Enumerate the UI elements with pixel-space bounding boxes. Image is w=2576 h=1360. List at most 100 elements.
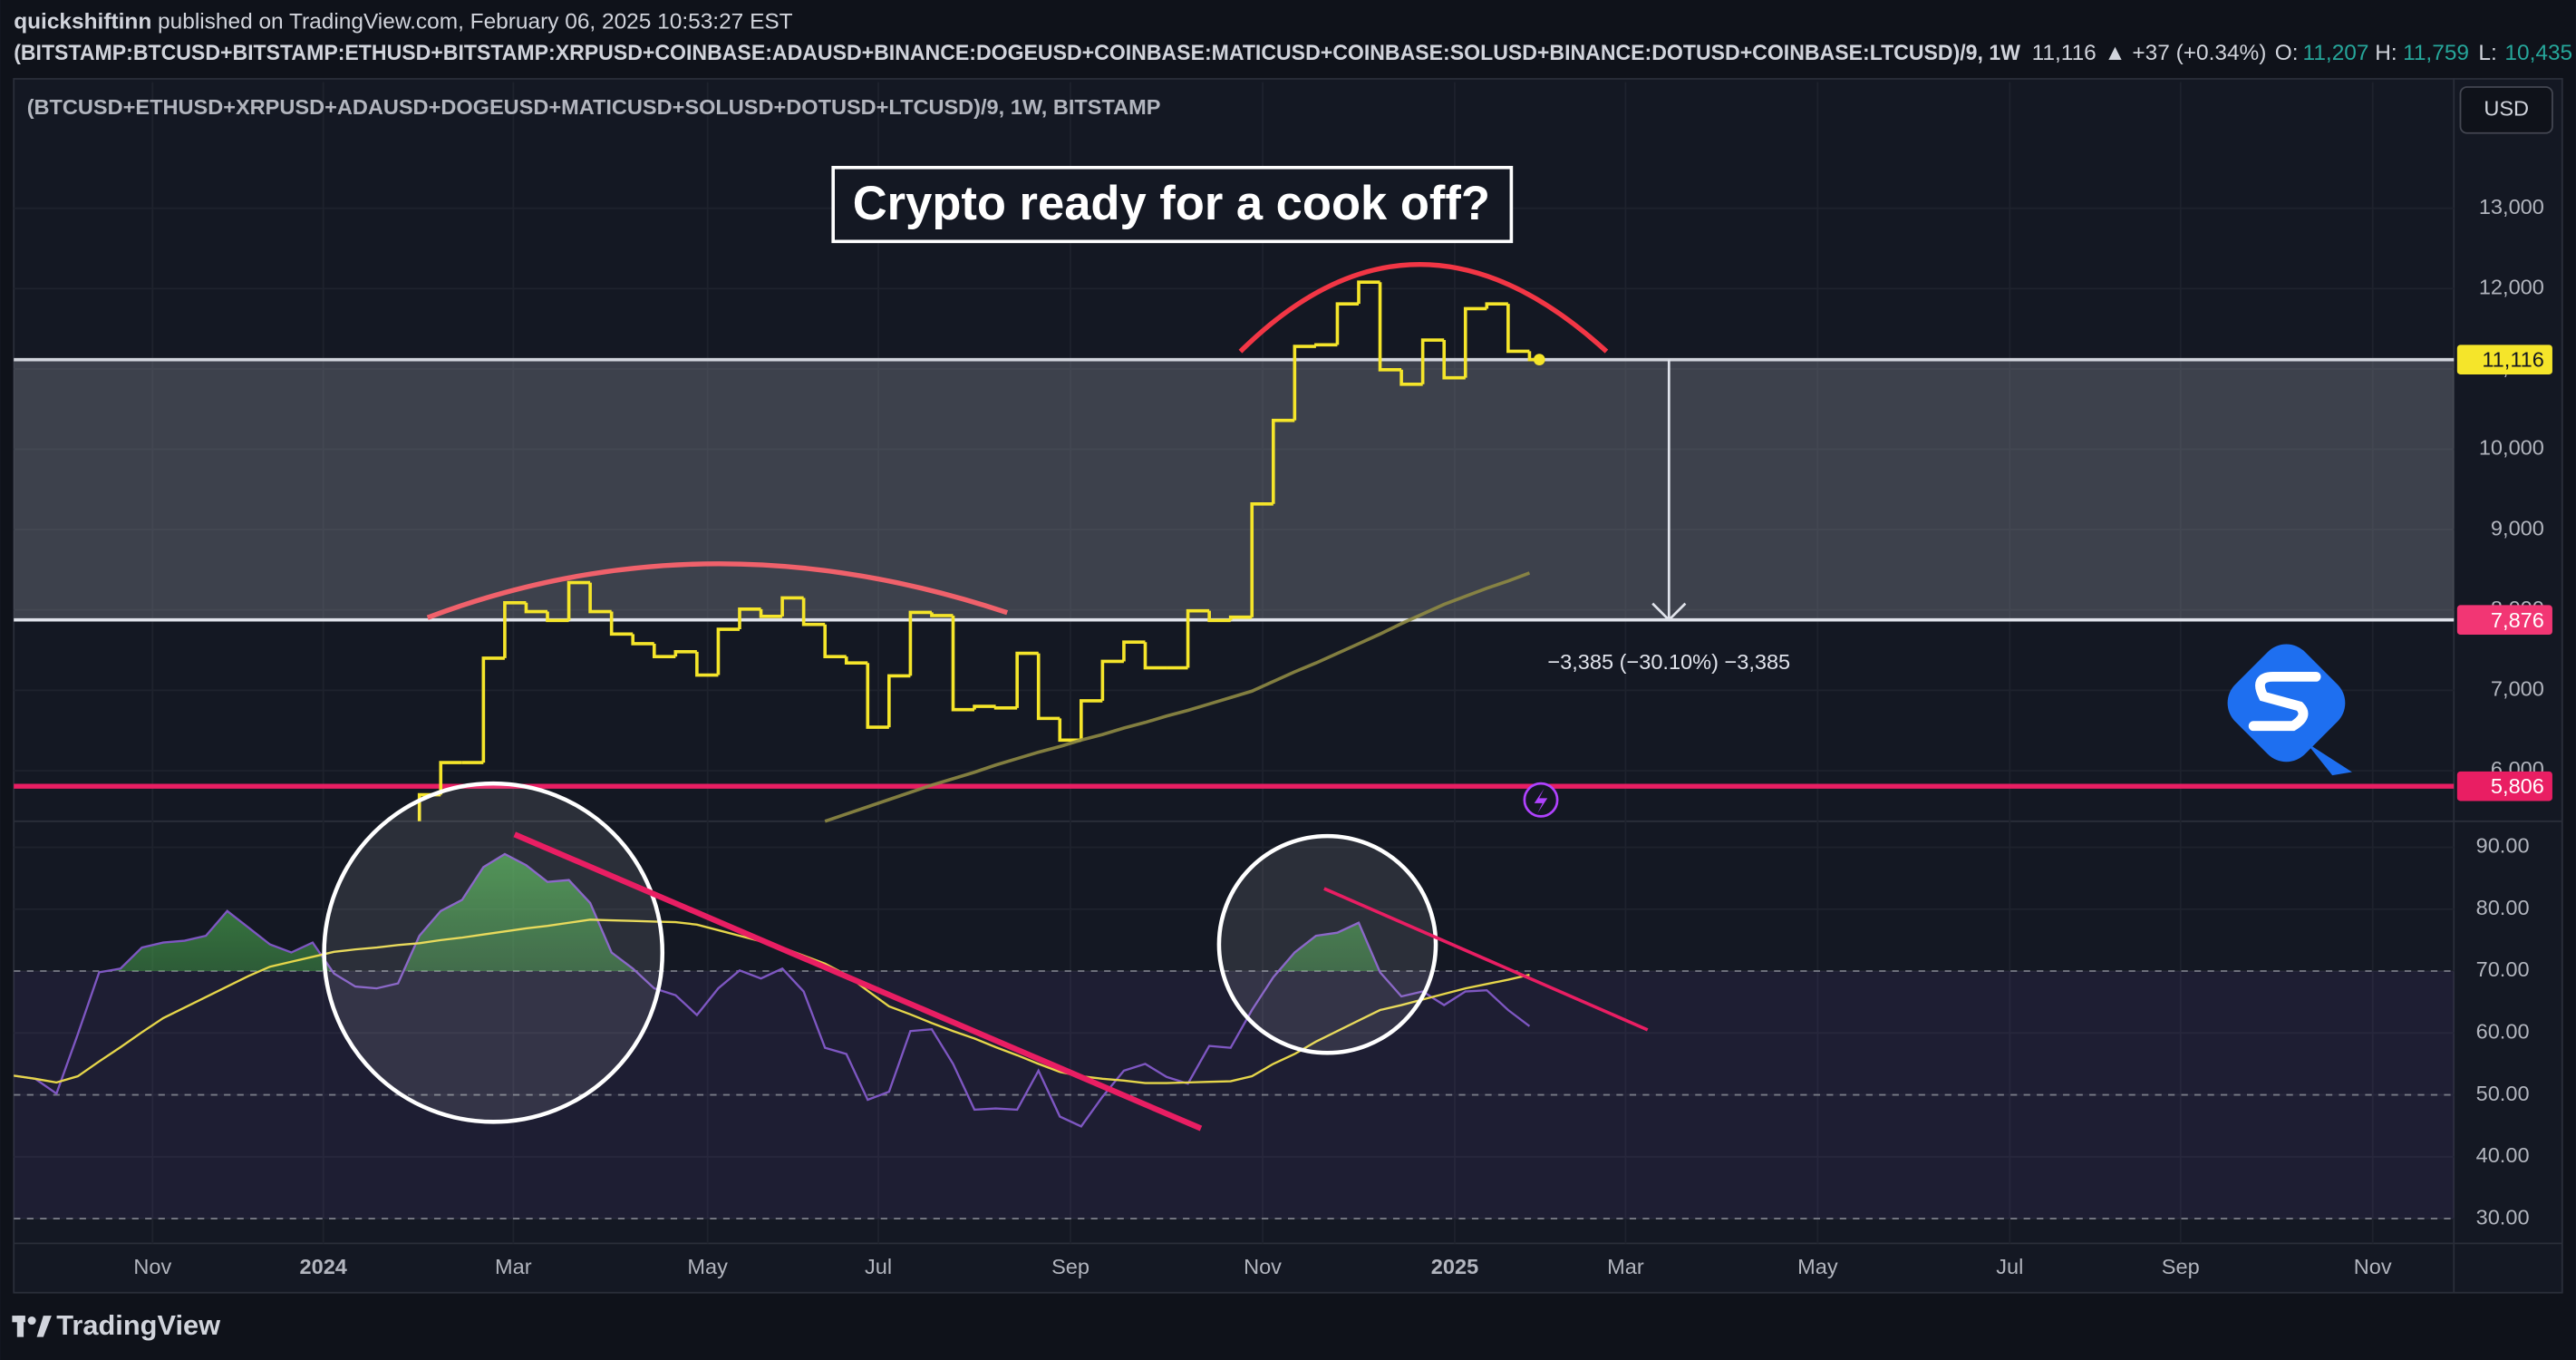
price-step <box>1250 501 1273 617</box>
price-step <box>1485 302 1508 309</box>
circle-drawing <box>322 781 665 1124</box>
price-step <box>1399 369 1423 386</box>
price-tag <box>2456 345 2552 374</box>
brand-logo <box>12 1316 52 1337</box>
zone <box>14 359 2455 620</box>
x-tick-label: May <box>687 1255 728 1278</box>
price-step <box>546 611 569 623</box>
open-label: O: <box>2275 41 2299 65</box>
last-point <box>1533 354 1545 365</box>
legend: (BTCUSD+ETHUSD+XRPUSD+ADAUSD+DOGEUSD+MAT… <box>27 95 1161 119</box>
x-tick-label: Nov <box>133 1255 171 1278</box>
logo-s <box>2248 671 2321 732</box>
price-step <box>524 602 548 614</box>
price-step <box>1100 659 1124 701</box>
low-label: L: <box>2478 41 2496 65</box>
x-tick-label: Sep <box>1051 1255 1089 1278</box>
lightning <box>1534 788 1548 813</box>
price-step <box>1420 338 1445 384</box>
title-box <box>831 165 1514 244</box>
logo-part <box>36 1316 52 1337</box>
x-tick-label: May <box>1797 1255 1838 1278</box>
price-step <box>673 650 697 657</box>
price-step <box>1036 653 1060 721</box>
price-step <box>738 607 761 630</box>
price-step <box>652 643 676 658</box>
price-tag-label: 7,876 <box>2491 608 2544 632</box>
currency[interactable]: USD <box>2484 97 2529 121</box>
price-step <box>1015 651 1039 708</box>
price-step <box>1271 418 1295 504</box>
x-tick-label: 2025 <box>1431 1255 1478 1278</box>
price-step <box>908 610 932 676</box>
y-tick-label: 9,000 <box>2491 516 2544 539</box>
header-line: quickshiftinn published on TradingView.c… <box>14 10 792 34</box>
open-value: 11,207 <box>2303 41 2369 65</box>
price-step <box>439 761 462 795</box>
y-tick-label: 60.00 <box>2476 1019 2530 1043</box>
high-value: 11,759 <box>2403 41 2469 65</box>
price-step <box>1442 340 1466 380</box>
price-step <box>1463 306 1487 378</box>
circle-drawing <box>1216 833 1438 1055</box>
currency-button[interactable] <box>2459 86 2553 134</box>
change: ▲ +37 (+0.34%) <box>2104 41 2266 65</box>
price-step <box>1506 304 1530 354</box>
price-tag <box>2456 605 2552 636</box>
chart-title: Crypto ready for a cook off? <box>853 177 1490 230</box>
y-tick-label: 40.00 <box>2476 1143 2530 1167</box>
price-step <box>887 674 911 728</box>
price-tag-label: 11,116 <box>2482 348 2544 372</box>
x-tick-label: Jul <box>1996 1255 2023 1278</box>
y-tick-label: 90.00 <box>2476 834 2530 858</box>
price-step <box>780 596 804 617</box>
price-step <box>993 706 1018 710</box>
y-tick-label: 12,000 <box>2479 276 2544 299</box>
price-step <box>1378 282 1402 372</box>
price-tag <box>2456 771 2552 801</box>
logo-tail <box>2306 742 2352 776</box>
y-tick-label: 10,000 <box>2479 436 2544 460</box>
price-step <box>866 663 889 729</box>
price-step <box>1143 642 1167 670</box>
arc-drawing <box>426 561 1009 620</box>
trend-line <box>513 831 1203 1132</box>
logo-part <box>27 1316 36 1326</box>
x-tick-label: Nov <box>1244 1255 1282 1278</box>
published: published on TradingView.com, February 0… <box>158 10 793 34</box>
price-step <box>1228 615 1253 621</box>
price-step <box>631 634 654 646</box>
price-step <box>1357 280 1380 305</box>
price-step <box>481 656 505 763</box>
price-step <box>930 612 954 617</box>
price-step <box>1207 610 1231 623</box>
price-step <box>588 582 612 614</box>
y-tick-label: 7,000 <box>2491 677 2544 701</box>
x-tick-label: Jul <box>865 1255 892 1278</box>
author: quickshiftinn <box>14 10 151 34</box>
price-step <box>1058 718 1081 743</box>
brand: TradingView <box>56 1309 220 1341</box>
symbol: (BITSTAMP:BTCUSD+BITSTAMP:ETHUSD+BITSTAM… <box>14 41 2021 65</box>
arc-drawing <box>1238 262 1609 354</box>
price-tag-label: 5,806 <box>2491 774 2544 798</box>
price-step <box>567 580 591 621</box>
moving-average <box>824 571 1531 823</box>
chart-frame <box>13 78 2563 1294</box>
rsi-band <box>14 971 2455 1219</box>
y-tick-label: 70.00 <box>2476 957 2530 981</box>
price-step <box>973 704 996 710</box>
x-tick-label: Nov <box>2354 1255 2392 1278</box>
price-step <box>951 615 975 712</box>
price-step <box>695 651 719 677</box>
last-price: 11,116 <box>2032 41 2097 65</box>
high-label: H: <box>2375 41 2397 65</box>
x-tick-label: Mar <box>495 1255 532 1278</box>
x-tick-label: Sep <box>2162 1255 2200 1278</box>
x-tick-label: Mar <box>1607 1255 1644 1278</box>
rsi-line <box>14 852 1531 1128</box>
price-step <box>1314 343 1338 347</box>
price-step <box>609 611 634 636</box>
